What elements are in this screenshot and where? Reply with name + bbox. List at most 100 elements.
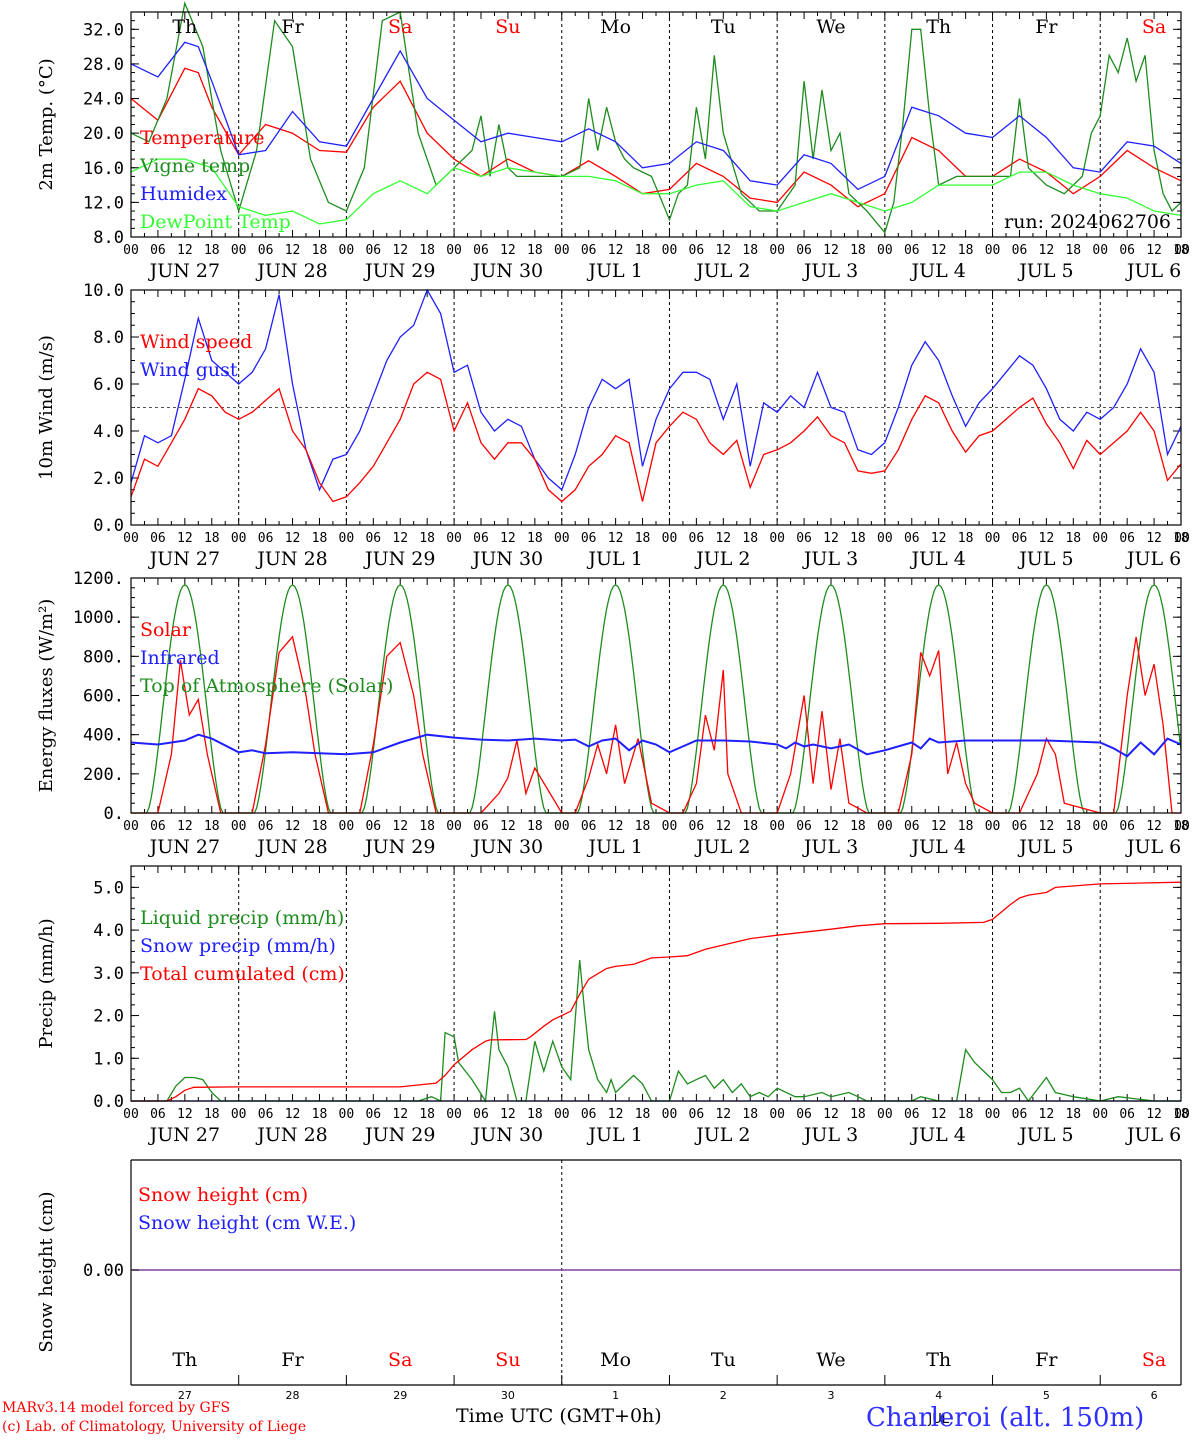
hour-tick-label: 00 <box>446 243 462 258</box>
hour-tick-label: 18 <box>527 531 543 546</box>
x-axis-label: Time UTC (GMT+0h) <box>456 1405 662 1427</box>
date-label: JUL 5 <box>1017 260 1073 282</box>
hour-tick-label: 00 <box>769 819 785 834</box>
hour-tick-label: 00 <box>1092 1107 1108 1122</box>
hour-tick-label: 12 <box>500 531 516 546</box>
hour-tick-label: 12 <box>823 819 839 834</box>
hour-tick-label: 18 <box>1173 243 1189 258</box>
hour-tick-label: 00 <box>1174 1107 1190 1122</box>
hour-tick-label: 18 <box>419 1107 435 1122</box>
date-label: JUL 4 <box>910 548 966 570</box>
hour-tick-label: 12 <box>715 819 731 834</box>
hour-tick-label: 00 <box>1174 819 1190 834</box>
hour-tick-label: 12 <box>392 531 408 546</box>
hour-tick-label: 12 <box>1039 531 1055 546</box>
hour-tick-label: 00 <box>123 531 139 546</box>
date-label: JUL 1 <box>586 548 642 570</box>
weekday-label: Mo <box>600 16 631 38</box>
y-tick-label: 8.0 <box>93 328 124 348</box>
date-label: JUL 1 <box>586 1124 642 1146</box>
lab-credit: (c) Lab. of Climatology, University of L… <box>2 1419 307 1435</box>
hour-tick-label: 06 <box>365 243 381 258</box>
hour-tick-label: 18 <box>742 1107 758 1122</box>
legend-entry: Wind gust <box>140 359 238 381</box>
date-label: JUN 30 <box>471 260 543 282</box>
hour-tick-label: 00 <box>985 243 1001 258</box>
date-label: JUN 28 <box>255 836 327 858</box>
hour-tick-label: 00 <box>877 531 893 546</box>
hour-tick-label: 12 <box>177 819 193 834</box>
hour-tick-label: 18 <box>742 819 758 834</box>
date-label: JUN 27 <box>148 1124 220 1146</box>
y-tick-label: 8.0 <box>93 228 124 248</box>
date-label: JUN 29 <box>363 548 435 570</box>
hour-tick-label: 00 <box>123 1107 139 1122</box>
hour-tick-label: 06 <box>473 1107 489 1122</box>
hour-tick-label: 12 <box>1039 1107 1055 1122</box>
hour-tick-label: 06 <box>904 819 920 834</box>
hour-tick-label: 06 <box>1012 819 1028 834</box>
hour-tick-label: 00 <box>554 531 570 546</box>
hour-tick-label: 00 <box>662 819 678 834</box>
hour-tick-label: 06 <box>258 531 274 546</box>
y-tick-label: 1.0 <box>93 1049 124 1069</box>
hour-tick-label: 12 <box>715 1107 731 1122</box>
hour-tick-label: 06 <box>473 531 489 546</box>
date-label: JUN 30 <box>471 1124 543 1146</box>
hour-tick-label: 18 <box>958 1107 974 1122</box>
date-label: JUN 28 <box>255 1124 327 1146</box>
hour-tick-label: 06 <box>150 243 166 258</box>
hour-tick-label: 06 <box>581 531 597 546</box>
hour-tick-label: 06 <box>1012 531 1028 546</box>
hour-tick-label: 00 <box>446 819 462 834</box>
date-label: JUL 5 <box>1017 1124 1073 1146</box>
series-line <box>131 584 1182 814</box>
hour-tick-label: 06 <box>1119 1107 1135 1122</box>
hour-tick-label: 00 <box>769 1107 785 1122</box>
hour-tick-label: 06 <box>1012 1107 1028 1122</box>
hour-tick-label: 00 <box>231 531 247 546</box>
hour-tick-label: 12 <box>500 243 516 258</box>
legend-entry: Liquid precip (mm/h) <box>140 907 344 929</box>
y-tick-label: 4.0 <box>93 422 124 442</box>
hour-tick-label: 00 <box>877 819 893 834</box>
y-tick-label: 800. <box>83 647 124 667</box>
weekday-label: Sa <box>388 1349 412 1371</box>
day-number-label: 5 <box>1043 1389 1050 1402</box>
y-tick-label: 12.0 <box>83 193 124 213</box>
series-line <box>130 371 1182 503</box>
date-label: JUN 30 <box>471 548 543 570</box>
hour-tick-label: 18 <box>1173 819 1189 834</box>
hour-tick-label: 18 <box>312 819 328 834</box>
hour-tick-label: 06 <box>1119 819 1135 834</box>
y-tick-label: 2.0 <box>93 469 124 489</box>
y-axis-label: Energy fluxes (W/m²) <box>36 599 57 793</box>
hour-tick-label: 18 <box>635 243 651 258</box>
hour-tick-label: 12 <box>931 531 947 546</box>
hour-tick-label: 00 <box>1092 243 1108 258</box>
hour-tick-label: 00 <box>877 243 893 258</box>
weekday-label: Tu <box>711 16 736 38</box>
hour-tick-label: 18 <box>958 243 974 258</box>
y-tick-label: 24.0 <box>83 90 124 110</box>
hour-tick-label: 06 <box>258 819 274 834</box>
date-label: JUN 29 <box>363 836 435 858</box>
date-label: JUL 6 <box>1125 1124 1181 1146</box>
hour-tick-label: 06 <box>904 1107 920 1122</box>
date-label: JUN 27 <box>148 548 220 570</box>
y-tick-label: 28.0 <box>83 55 124 75</box>
legend-entry: Snow height (cm) <box>138 1184 308 1206</box>
hour-tick-label: 18 <box>419 243 435 258</box>
hour-tick-label: 06 <box>796 531 812 546</box>
date-label: JUL 3 <box>802 260 858 282</box>
hour-tick-label: 18 <box>742 243 758 258</box>
hour-tick-label: 12 <box>1039 819 1055 834</box>
y-tick-label: 0. <box>104 804 124 824</box>
hour-tick-label: 18 <box>527 819 543 834</box>
hour-tick-label: 18 <box>1065 819 1081 834</box>
series-line <box>130 158 1182 225</box>
weekday-label: We <box>816 1349 845 1371</box>
hour-tick-label: 12 <box>1146 1107 1162 1122</box>
hour-tick-label: 12 <box>177 243 193 258</box>
y-tick-label: 32.0 <box>83 20 124 40</box>
